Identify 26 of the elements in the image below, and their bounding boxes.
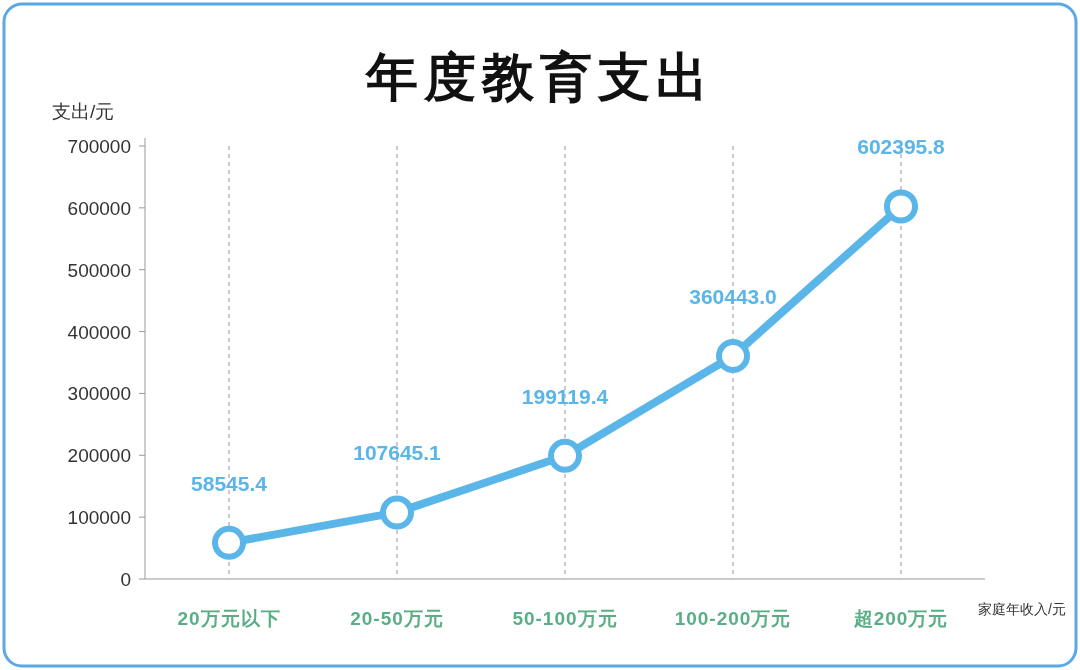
point: [380, 495, 414, 530]
text: 602395.8: [857, 135, 945, 159]
chart-title: 年度教育支出: [364, 48, 714, 106]
text: 58545.4: [191, 471, 267, 495]
y-tick-label: 200000: [67, 445, 131, 467]
x-tick-label: 50-100万元: [512, 608, 618, 629]
y-tick-label: 0: [120, 569, 131, 590]
y-tick-label: 400000: [67, 321, 131, 343]
y-tick-label: 100000: [67, 507, 131, 529]
point: [212, 525, 246, 560]
x-tick-label: 20万元以下: [177, 608, 281, 629]
y-tick-label: 500000: [67, 259, 131, 281]
x-tick-label: 超200万元: [852, 608, 949, 629]
y-axis-title: 支出/元: [52, 101, 115, 122]
point: [884, 189, 918, 224]
x-axis-title: 家庭年收入/元: [978, 601, 1066, 617]
point: [548, 438, 582, 473]
y-tick-label: 300000: [67, 383, 131, 405]
text: 199119.4: [521, 384, 609, 408]
y-tick-label: 700000: [67, 136, 131, 157]
x-tick-label: 100-200万元: [674, 608, 792, 629]
x-tick-label: 20-50万元: [350, 608, 444, 629]
y-tick-label: 600000: [67, 197, 131, 219]
point: [716, 339, 750, 374]
text: 107645.1: [353, 441, 441, 465]
text: 360443.0: [689, 285, 777, 309]
